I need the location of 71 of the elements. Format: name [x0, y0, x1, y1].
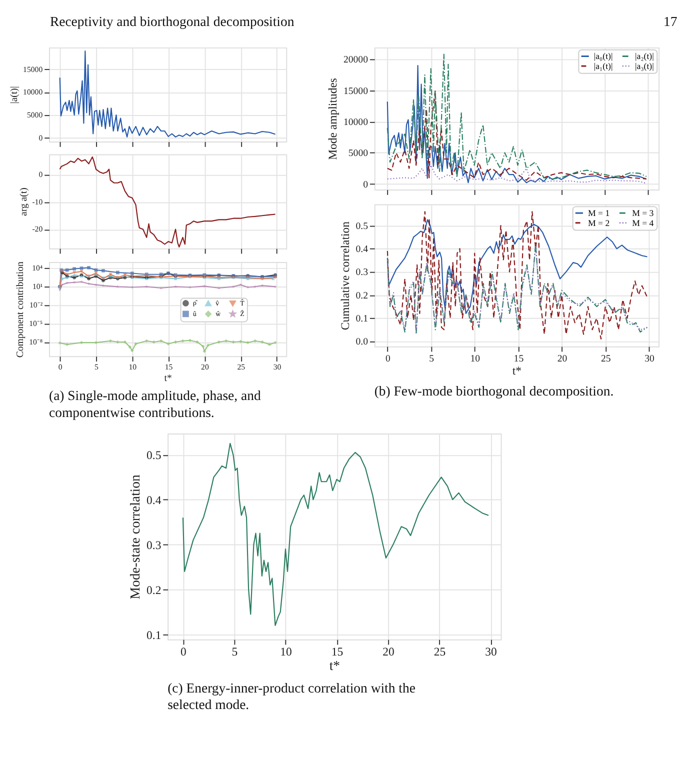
- text: (a) Single-mode amplitude, phase, and componentwise contributions.: [49, 388, 261, 420]
- x-tick-label: 15: [331, 646, 344, 659]
- x-axis-title: t*: [512, 364, 522, 378]
- y-tick-label: 0.0: [356, 336, 368, 348]
- y-tick-label: 0.1: [356, 314, 368, 325]
- x-tick-label: 5: [94, 362, 99, 372]
- x-tick-label: 0: [180, 646, 187, 659]
- y-tick-label: 20000: [343, 54, 368, 66]
- legend-label: M = 2: [588, 218, 610, 228]
- y-tick-label: -20: [32, 224, 43, 234]
- x-tick-label: 0: [58, 362, 62, 372]
- y-axis-title: arg a(t): [18, 188, 30, 216]
- y-tick-label: 10⁴: [32, 264, 43, 273]
- x-tick-label: 25: [237, 362, 246, 372]
- legend-label: M = 1: [588, 208, 610, 218]
- y-tick-label: 10¹: [32, 282, 44, 292]
- x-axis-title: t*: [329, 658, 340, 674]
- x-tick-label: 15: [514, 354, 524, 365]
- y-tick-label: 10⁻⁵: [29, 318, 43, 328]
- x-tick-label: 10: [128, 362, 137, 372]
- x-tick-label: 25: [600, 354, 611, 365]
- y-axis-title: Cumulative correlation: [338, 221, 352, 330]
- x-tick-label: 5: [232, 646, 238, 659]
- x-tick-label: 20: [201, 362, 209, 372]
- y-tick-label: 10000: [23, 88, 43, 97]
- x-tick-label: 30: [644, 354, 654, 365]
- legend-label: |a₃(t)|: [635, 61, 654, 71]
- x-tick-label: 15: [164, 362, 173, 372]
- y-tick-label: 0: [38, 170, 43, 180]
- y-axis-title: Mode amplitudes: [326, 78, 340, 160]
- y-tick-label: -10: [32, 197, 43, 206]
- legend-label: |a₁(t)|: [594, 61, 613, 71]
- legend-label: |a₂(t)|: [635, 51, 654, 62]
- y-tick-label: 0.2: [146, 584, 162, 597]
- y-tick-label: 0.5: [356, 220, 368, 232]
- y-tick-label: 15000: [23, 64, 43, 74]
- y-tick-label: 15000: [343, 86, 368, 97]
- y-tick-label: 0.2: [356, 290, 368, 302]
- y-tick-label: 0.3: [146, 538, 162, 552]
- y-tick-label: 0: [38, 133, 43, 142]
- x-tick-label: 0: [385, 354, 390, 365]
- text: 17: [663, 14, 678, 29]
- x-tick-label: 30: [485, 646, 498, 659]
- x-tick-label: 10: [470, 354, 480, 365]
- text: (c) Energy-inner-product correlation with the selected mode.: [168, 680, 416, 712]
- y-tick-label: 5000: [348, 148, 368, 160]
- y-axis-title: Component contribution: [15, 261, 26, 358]
- x-tick-label: 20: [557, 354, 568, 365]
- x-tick-label: 30: [273, 362, 282, 372]
- y-tick-label: 10⁻⁸: [29, 337, 43, 346]
- y-tick-label: 0: [363, 179, 368, 190]
- x-axis-title: t*: [164, 373, 172, 384]
- text: (b) Few-mode biorthogonal decomposition.: [374, 383, 614, 398]
- y-axis-title: |a(t)|: [9, 86, 20, 104]
- text: Receptivity and biorthogonal decomposition: [50, 14, 294, 29]
- x-tick-label: 5: [429, 354, 434, 365]
- x-tick-label: 10: [280, 646, 292, 659]
- y-tick-label: 10000: [343, 117, 368, 128]
- y-tick-label: 0.5: [146, 449, 162, 462]
- legend-label: M = 3: [632, 208, 654, 218]
- y-tick-label: 5000: [26, 110, 43, 120]
- legend-label: |a₀(t)|: [594, 51, 613, 62]
- x-tick-label: 20: [382, 646, 394, 659]
- y-tick-label: 10⁻²: [29, 300, 44, 310]
- legend-label: M = 4: [632, 218, 654, 228]
- y-tick-label: 0.1: [146, 628, 162, 642]
- y-axis-title: Mode-state correlation: [128, 474, 143, 600]
- y-tick-label: 0.3: [356, 267, 368, 278]
- y-tick-label: 0.4: [146, 494, 162, 508]
- x-tick-label: 25: [434, 646, 446, 659]
- y-tick-label: 0.4: [356, 244, 368, 256]
